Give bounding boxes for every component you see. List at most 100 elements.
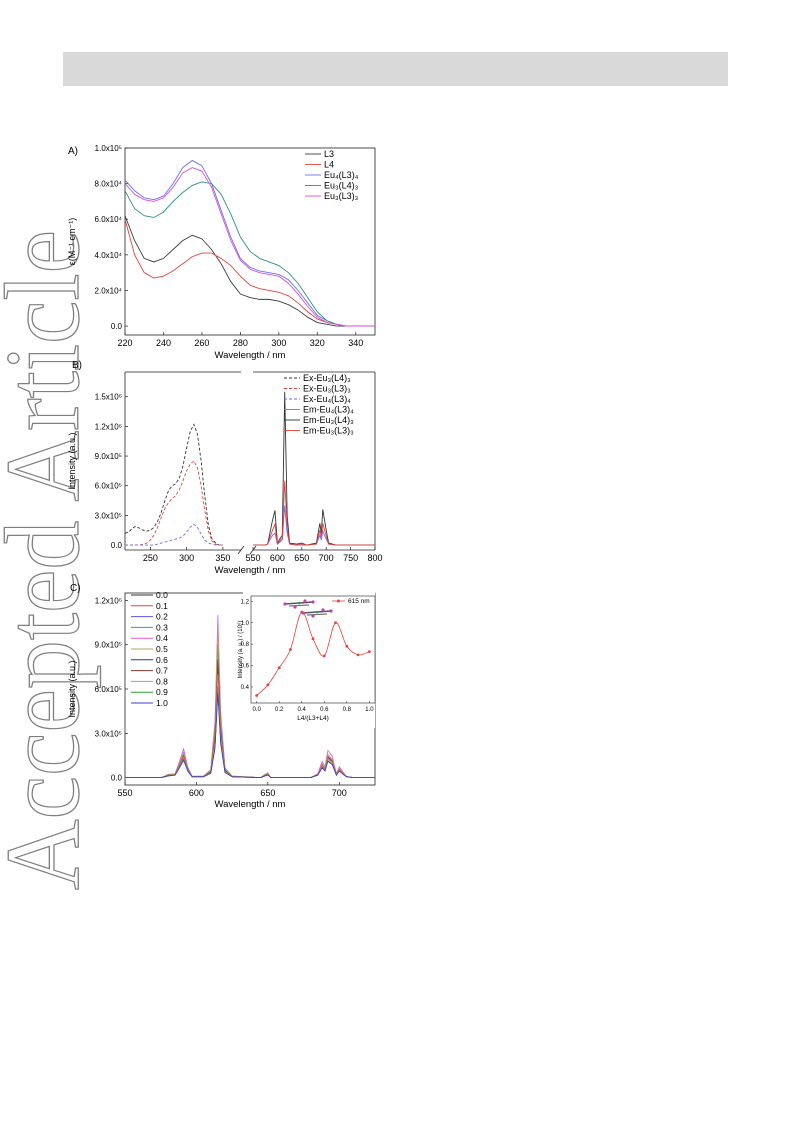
panel-b-ytick-label: 0.0: [111, 541, 123, 550]
inset-ytick-label: 0.4: [241, 685, 250, 691]
panel-b-xtick-label: 700: [319, 553, 334, 563]
panel-a-ytick-label: 8.0x10⁴: [95, 180, 123, 189]
panel-a-xtick-label: 300: [271, 338, 286, 348]
panel-c-xtick-label: 700: [332, 788, 347, 798]
panel-a-xtick-label: 280: [233, 338, 248, 348]
panel-b-xtick-label: 350: [215, 553, 230, 563]
panel-c-legend-entry: 0.2: [156, 612, 168, 622]
panel-a-series-line: [124, 181, 375, 327]
panel-a-ytick-label: 0.0: [111, 322, 123, 331]
panel-a-axes-frame: [124, 147, 376, 336]
panel-c-ytick-label: 0.0: [111, 774, 123, 783]
panel-a-series-line: [124, 219, 375, 327]
inset-structure-right: [301, 608, 333, 618]
panel-b-series-line: [253, 480, 375, 546]
panel-a-xtick-label: 260: [194, 338, 209, 348]
inset-structure-left: [283, 599, 315, 609]
panel-c-xtick-label: 600: [189, 788, 204, 798]
panel-c: C) 550 600 650 700 0.0 3.0x10⁵ 6.0x10⁵ 9.0x10⁵ 1.…: [67, 583, 376, 810]
figure-panels: A) 220 240 260 280 300 320 340 0.0 2.0x10⁴ 4.0x10⁴…: [67, 144, 383, 810]
panel-b-xtick-label: 800: [367, 553, 382, 563]
inset-xtick-label: 0.0: [252, 707, 261, 713]
inset-data-point: [334, 621, 337, 625]
panel-b-series-line: [125, 523, 223, 546]
panel-c-ytick-label: 3.0x10⁵: [95, 729, 122, 738]
panel-b-ytick-label: 6.0x10⁵: [95, 482, 122, 491]
inset-data-point: [322, 654, 326, 658]
panel-b-series-line: [124, 423, 223, 546]
panel-a-xtick-label: 320: [310, 338, 325, 348]
panel-b: B) 250 300 350 550 600 650 700 750 800 0.0 3.0x10⁵ 6…: [67, 360, 383, 576]
panel-c-inset-frame: [250, 595, 376, 704]
panel-b-label: B): [72, 360, 82, 371]
panel-a: A) 220 240 260 280 300 320 340 0.0 2.0x10⁴ 4.0x10⁴…: [67, 144, 376, 361]
panel-a-legend-entry: Eu₄(L3)₄: [324, 170, 359, 180]
panel-b-series-line: [125, 460, 223, 546]
panel-a-xtick-label: 240: [156, 338, 171, 348]
panel-a-ytick-label: 2.0x10⁴: [95, 286, 123, 295]
panel-b-ytick-label: 9.0x10⁵: [95, 452, 122, 461]
panel-c-legend-entry: 0.0: [156, 590, 168, 600]
panel-c-ytick-label: 1.2x10⁶: [95, 596, 122, 605]
panel-a-legend-entry: L4: [324, 160, 334, 170]
panel-c-ylabel: Intensity (a.u.): [67, 660, 77, 717]
inset-ytick-label: 0.6: [241, 664, 250, 670]
header-bar: [63, 52, 728, 86]
panel-a-label: A): [68, 146, 78, 157]
panel-b-xlabel: Wavelength / nm: [215, 565, 286, 576]
panel-a-series-line: [124, 167, 375, 327]
panel-a-xtick-label: 220: [117, 338, 132, 348]
panel-b-legend-entry: Em-Eu₃(L3)₃: [303, 426, 354, 436]
panel-c-ytick-label: 6.0x10⁵: [95, 685, 122, 694]
panel-b-ylabel: Intensity (a.u.): [67, 432, 77, 489]
panel-c-xlabel: Wavelength / nm: [215, 799, 286, 810]
inset-data-point: [266, 683, 270, 687]
panel-a-ytick-label: 4.0x10⁴: [95, 251, 123, 260]
inset-xtick-label: 0.4: [298, 707, 307, 713]
inset-xtick-label: 0.2: [275, 707, 284, 713]
panel-c-label: C): [70, 583, 81, 594]
inset-xtick-label: 0.6: [320, 707, 329, 713]
panel-b-xtick-label: 250: [143, 553, 158, 563]
panel-c-ytick-label: 9.0x10⁵: [95, 641, 122, 650]
panel-b-ytick-label: 3.0x10⁵: [95, 511, 122, 520]
panel-b-legend-entry: Ex-Eu₄(L3)₄: [303, 394, 351, 404]
panel-b-ytick-label: 1.2x10⁶: [95, 422, 122, 431]
inset-ytick-label: 1.0: [241, 621, 250, 627]
panel-c-legend-entry: 0.1: [156, 601, 168, 611]
panel-a-legend-entry: Eu₃(L4)₃: [324, 181, 359, 191]
panel-a-series-line: [124, 215, 375, 327]
inset-ytick-label: 1.2: [241, 599, 250, 605]
panel-a-ytick-label: 6.0x10⁴: [95, 215, 123, 224]
panel-a-xtick-label: 340: [348, 338, 363, 348]
panel-b-axis-break-mark: [237, 545, 245, 555]
panel-b-xtick-label: 750: [343, 553, 358, 563]
panel-b-legend-entry: Em-Eu₄(L3)₄: [303, 405, 354, 415]
panel-b-legend-entry: Ex-Eu₃(L3)₃: [303, 384, 351, 394]
inset-data-point: [367, 650, 371, 654]
panel-a-ylabel: ε(M⁻¹ cm⁻¹): [67, 218, 77, 266]
panel-c-legend-entry: 0.7: [156, 666, 168, 676]
panel-a-ytick-label: 1.0x10⁵: [95, 144, 122, 153]
inset-data-point: [356, 653, 360, 657]
panel-b-ytick-label: 1.5x10⁶: [95, 393, 122, 402]
panel-c-legend-entry: 0.9: [156, 687, 168, 697]
panel-b-xtick-label: 550: [245, 553, 260, 563]
inset-legend-entry: 615 nm: [348, 598, 370, 605]
panel-c-legend-entry: 0.6: [156, 655, 168, 665]
inset-ylabel: Intensity (a. u.) / (10⁶): [237, 621, 244, 679]
panel-c-series-line: [125, 693, 375, 779]
panel-a-legend-entry: L3: [324, 149, 334, 159]
inset-xtick-label: 0.8: [343, 707, 352, 713]
inset-xlabel: L4/(L3+L4): [297, 715, 329, 722]
panel-a-legend-entry: Eu₃(L3)₃: [324, 191, 359, 201]
inset-data-point: [289, 648, 292, 651]
panel-b-legend-entry: Em-Eu₃(L4)₃: [303, 415, 354, 425]
inset-data-point: [345, 644, 349, 648]
panel-b-xtick-label: 600: [270, 553, 285, 563]
panel-c-legend-entry: 0.4: [156, 633, 168, 643]
panel-b-xtick-label: 650: [294, 553, 309, 563]
panel-c-xtick-label: 650: [260, 788, 275, 798]
watermark-text: Accepted Article: [0, 230, 101, 890]
